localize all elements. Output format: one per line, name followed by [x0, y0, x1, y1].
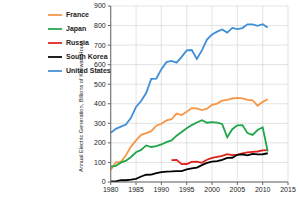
html-text:South Korea: South Korea [66, 52, 108, 60]
svg-text:0: 0 [102, 178, 106, 185]
svg-text:900: 900 [94, 2, 106, 9]
svg-text:1980: 1980 [103, 186, 119, 193]
svg-text:300: 300 [94, 120, 106, 127]
svg-text:700: 700 [94, 42, 106, 49]
svg-text:600: 600 [94, 61, 106, 68]
svg-text:1985: 1985 [128, 186, 144, 193]
svg-text:200: 200 [94, 139, 106, 146]
svg-text:400: 400 [94, 100, 106, 107]
html-text:France: France [66, 10, 89, 18]
svg-text:100: 100 [94, 159, 106, 166]
svg-text:800: 800 [94, 22, 106, 29]
html-text:Russia: Russia [66, 38, 89, 46]
svg-text:1995: 1995 [179, 186, 195, 193]
svg-text:1990: 1990 [154, 186, 170, 193]
svg-text:2010: 2010 [255, 186, 271, 193]
svg-text:500: 500 [94, 81, 106, 88]
svg-text:2015: 2015 [280, 186, 296, 193]
html-text:Japan: Japan [66, 24, 87, 32]
html-text:United States: United States [66, 66, 111, 74]
svg-text:2005: 2005 [230, 186, 246, 193]
svg-text:Annual Electric Generation, Bi: Annual Electric Generation, Billions of … [78, 40, 84, 172]
svg-text:2000: 2000 [204, 186, 220, 193]
